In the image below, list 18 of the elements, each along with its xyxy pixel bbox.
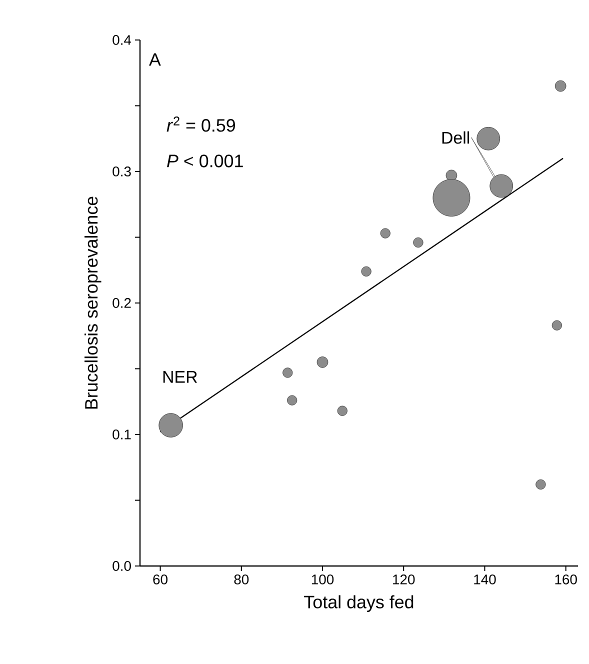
y-tick-label: 0.2 <box>112 298 131 308</box>
x-axis-title: Total days fed <box>304 595 414 612</box>
annotation: Dell <box>442 131 470 144</box>
x-tick-label: 80 <box>234 574 249 584</box>
annotation: NER <box>163 371 197 383</box>
x-tick-label: 120 <box>393 574 415 584</box>
x-tick-label: 60 <box>153 574 168 584</box>
x-tick-label: 160 <box>555 574 577 584</box>
y-tick-label: 0.0 <box>112 561 131 571</box>
annotation: A <box>148 53 161 66</box>
annotation: r$^{2}$ = 0.59 <box>166 116 236 132</box>
y-tick-label: 0.3 <box>112 166 131 176</box>
y-tick-label: 0.1 <box>112 430 131 440</box>
annotation: P < 0.001 <box>167 154 243 168</box>
y-axis-title: Brucellosis seroprevalence <box>84 196 102 409</box>
y-tick-label: 0.4 <box>112 35 132 45</box>
x-tick-label: 100 <box>312 574 334 584</box>
x-tick-label: 140 <box>474 574 496 584</box>
